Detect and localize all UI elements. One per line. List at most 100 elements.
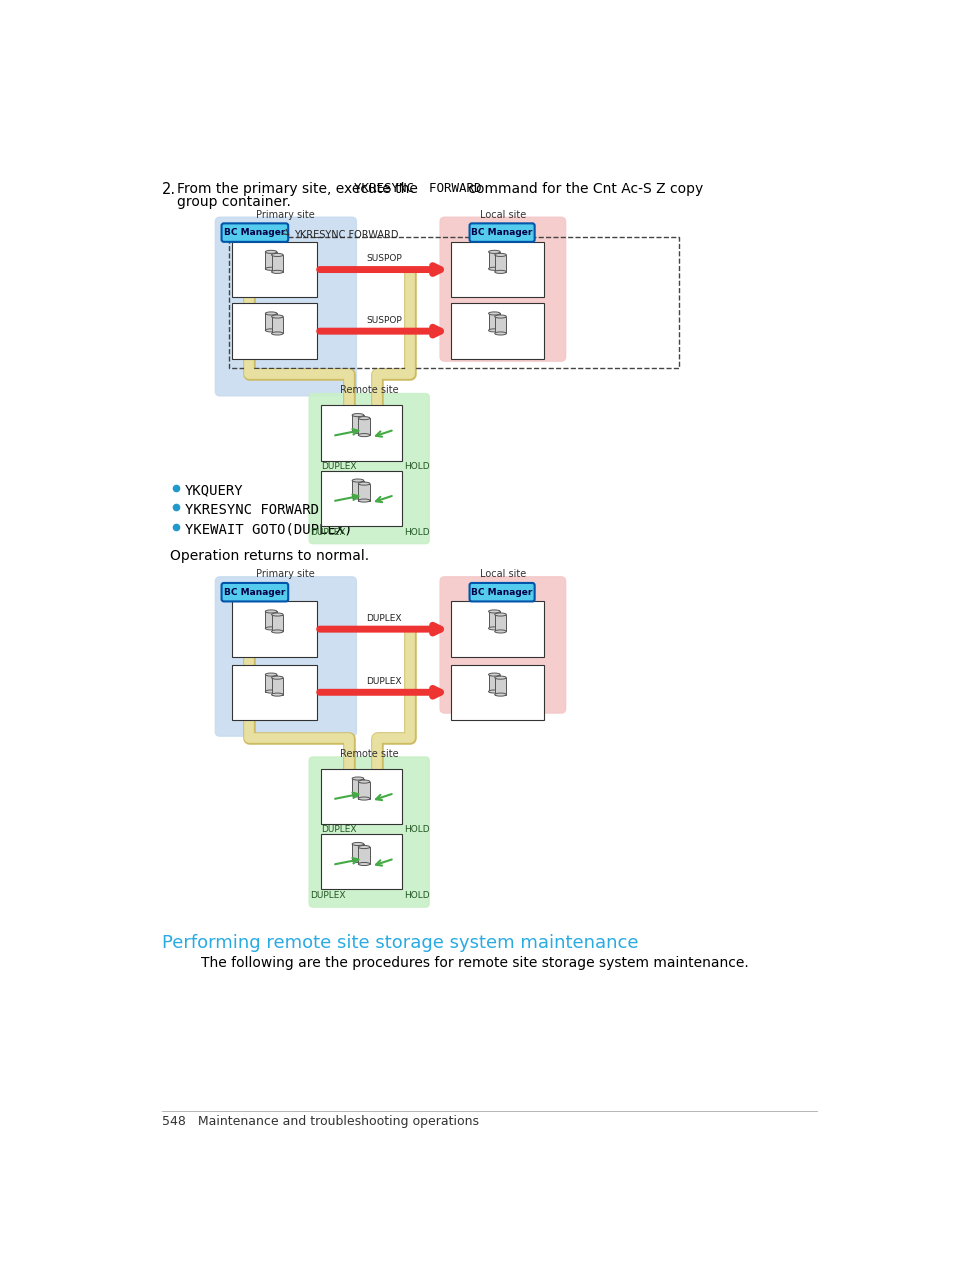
- Text: YKRESYNC  FORWARD: YKRESYNC FORWARD: [354, 182, 481, 194]
- FancyBboxPatch shape: [309, 394, 429, 544]
- Bar: [320, 834, 402, 890]
- Ellipse shape: [352, 479, 363, 482]
- Bar: [451, 665, 543, 719]
- Bar: [488, 675, 499, 691]
- Ellipse shape: [272, 315, 283, 318]
- FancyBboxPatch shape: [215, 577, 356, 736]
- Ellipse shape: [272, 693, 283, 697]
- Ellipse shape: [495, 271, 506, 273]
- Ellipse shape: [272, 332, 283, 336]
- Bar: [229, 238, 679, 369]
- Text: HOLD: HOLD: [403, 527, 429, 536]
- Ellipse shape: [495, 315, 506, 318]
- Text: Remote site: Remote site: [339, 749, 398, 759]
- Ellipse shape: [495, 253, 506, 257]
- Text: DUPLEX: DUPLEX: [320, 825, 355, 835]
- Ellipse shape: [265, 627, 276, 630]
- FancyBboxPatch shape: [469, 583, 534, 601]
- Text: DUPLEX: DUPLEX: [366, 614, 401, 623]
- Ellipse shape: [265, 250, 276, 253]
- Ellipse shape: [495, 676, 506, 679]
- Bar: [352, 416, 363, 432]
- Text: BC Manager: BC Manager: [471, 228, 532, 238]
- Ellipse shape: [272, 613, 283, 616]
- Text: YKRESYNC FORWARD: YKRESYNC FORWARD: [185, 503, 319, 517]
- Ellipse shape: [272, 271, 283, 273]
- FancyBboxPatch shape: [469, 224, 534, 241]
- Ellipse shape: [488, 267, 499, 271]
- Text: Performing remote site storage system maintenance: Performing remote site storage system ma…: [162, 934, 638, 952]
- Text: DUPLEX: DUPLEX: [366, 677, 401, 686]
- Bar: [265, 611, 276, 628]
- FancyBboxPatch shape: [439, 577, 565, 713]
- FancyBboxPatch shape: [215, 217, 356, 395]
- Bar: [272, 614, 283, 632]
- Bar: [272, 255, 283, 272]
- Ellipse shape: [488, 674, 499, 676]
- Ellipse shape: [265, 329, 276, 332]
- Ellipse shape: [495, 630, 506, 633]
- Bar: [358, 484, 370, 501]
- Bar: [352, 779, 363, 796]
- Ellipse shape: [358, 845, 370, 849]
- Ellipse shape: [352, 777, 363, 780]
- Text: Local site: Local site: [479, 210, 525, 220]
- Bar: [358, 782, 370, 798]
- Ellipse shape: [352, 431, 363, 433]
- Ellipse shape: [495, 693, 506, 697]
- Text: 2.: 2.: [162, 182, 175, 197]
- Ellipse shape: [358, 780, 370, 783]
- Ellipse shape: [488, 250, 499, 253]
- FancyBboxPatch shape: [439, 217, 565, 361]
- Ellipse shape: [265, 311, 276, 315]
- Text: Primary site: Primary site: [256, 569, 314, 580]
- Bar: [232, 304, 316, 358]
- Text: HOLD: HOLD: [403, 891, 429, 900]
- Ellipse shape: [272, 253, 283, 257]
- Bar: [358, 418, 370, 435]
- Ellipse shape: [488, 311, 499, 315]
- Bar: [358, 846, 370, 864]
- Ellipse shape: [265, 610, 276, 613]
- Bar: [451, 241, 543, 297]
- Ellipse shape: [352, 496, 363, 500]
- Bar: [320, 405, 402, 460]
- Bar: [320, 470, 402, 526]
- Text: Primary site: Primary site: [256, 210, 314, 220]
- Ellipse shape: [265, 674, 276, 676]
- Ellipse shape: [488, 329, 499, 332]
- Text: group container.: group container.: [177, 194, 291, 208]
- Text: BC Manager: BC Manager: [224, 228, 285, 238]
- Ellipse shape: [272, 676, 283, 679]
- Bar: [495, 614, 506, 632]
- Text: Operation returns to normal.: Operation returns to normal.: [170, 549, 369, 563]
- Text: Remote site: Remote site: [339, 385, 398, 395]
- Bar: [352, 480, 363, 497]
- Bar: [265, 314, 276, 330]
- Text: YKRESYNC FORWARD: YKRESYNC FORWARD: [294, 230, 397, 239]
- Ellipse shape: [352, 413, 363, 417]
- Text: YKEWAIT GOTO(DUPLEX): YKEWAIT GOTO(DUPLEX): [185, 522, 353, 536]
- Ellipse shape: [358, 417, 370, 419]
- Text: From the primary site, execute the: From the primary site, execute the: [177, 182, 422, 196]
- Ellipse shape: [265, 690, 276, 693]
- Text: 548   Maintenance and troubleshooting operations: 548 Maintenance and troubleshooting oper…: [162, 1115, 478, 1129]
- Text: HOLD: HOLD: [403, 463, 429, 472]
- Ellipse shape: [495, 613, 506, 616]
- Text: DUPLEX: DUPLEX: [310, 527, 345, 536]
- Text: command for the Cnt Ac-S Z copy: command for the Cnt Ac-S Z copy: [464, 182, 702, 196]
- Bar: [451, 601, 543, 657]
- Bar: [265, 252, 276, 268]
- Bar: [488, 314, 499, 330]
- Text: SUSPOP: SUSPOP: [366, 316, 401, 325]
- Bar: [272, 677, 283, 694]
- Text: BC Manager: BC Manager: [224, 587, 285, 596]
- Text: DUPLEX: DUPLEX: [320, 463, 355, 472]
- Bar: [488, 611, 499, 628]
- Bar: [495, 316, 506, 333]
- Ellipse shape: [488, 610, 499, 613]
- Bar: [352, 844, 363, 860]
- Ellipse shape: [272, 630, 283, 633]
- Bar: [232, 241, 316, 297]
- Ellipse shape: [352, 843, 363, 845]
